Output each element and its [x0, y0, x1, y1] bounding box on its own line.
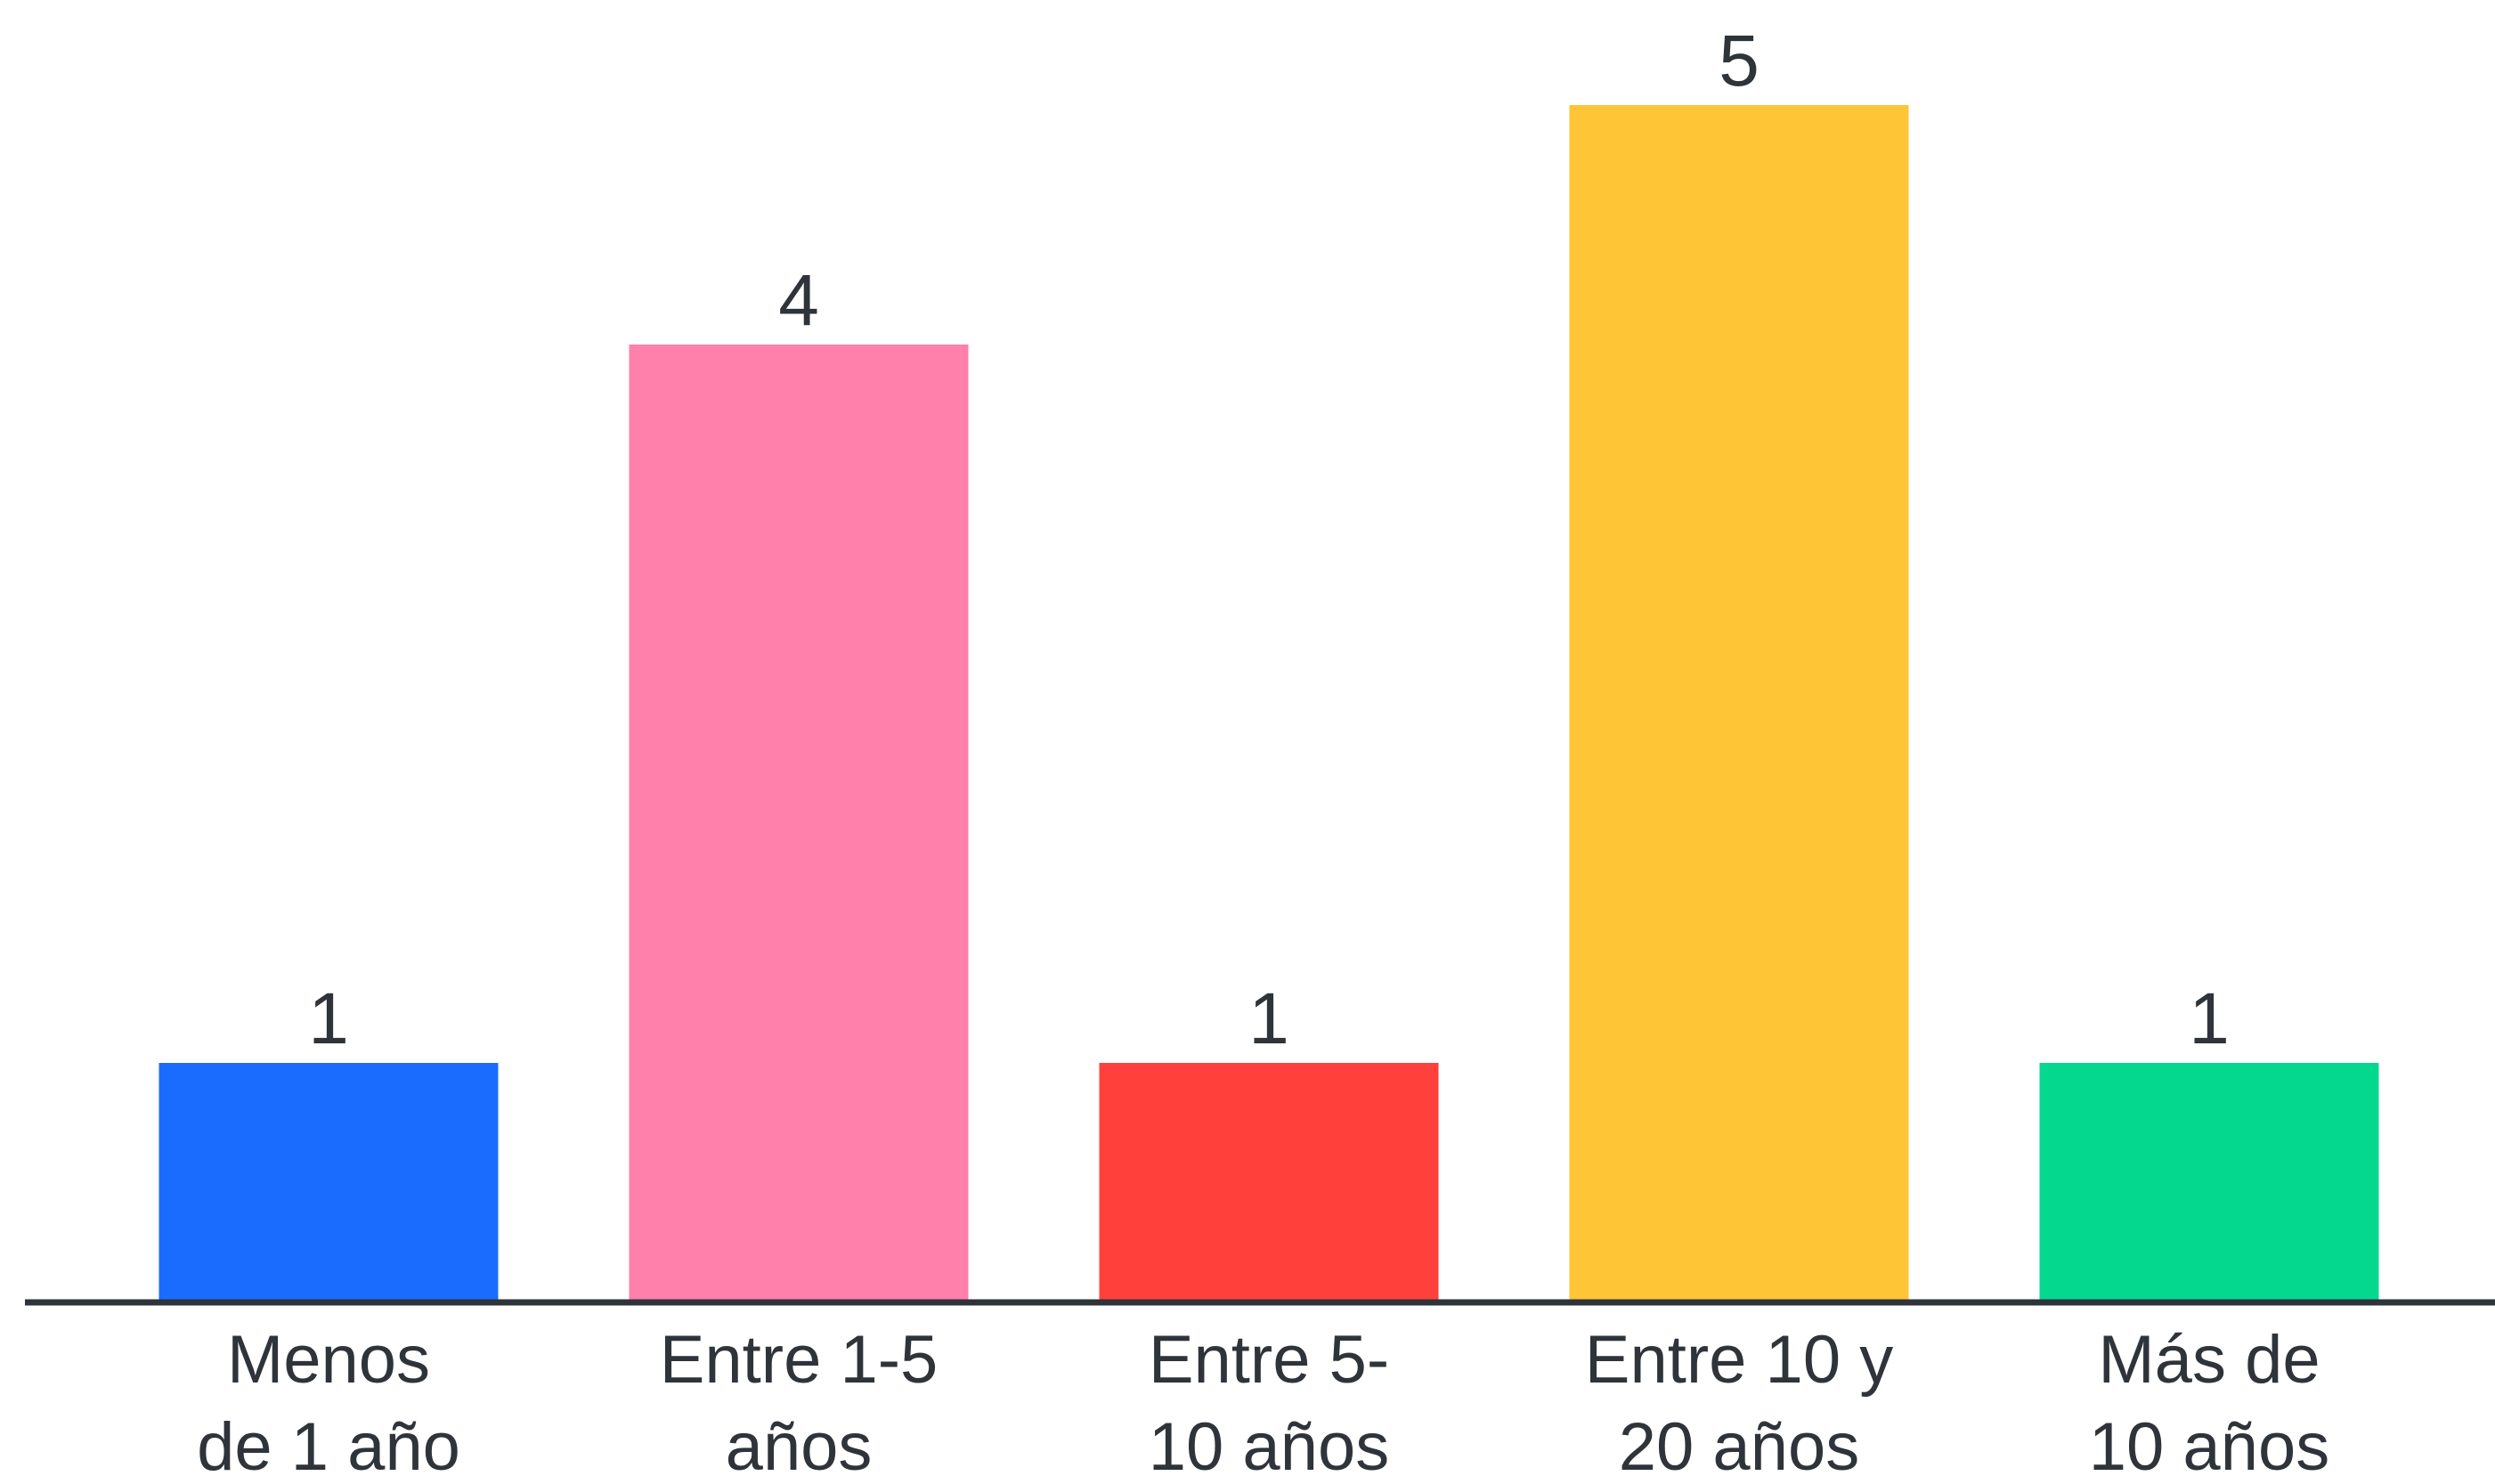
- category-labels-layer: Menos de 1 año Entre 1-5 años Entre 5- 10 año…: [197, 1322, 2329, 1484]
- category-label-line: 20 años: [1619, 1409, 1859, 1484]
- bar-5: [2039, 1063, 2379, 1302]
- value-label-5: 1: [2189, 978, 2230, 1059]
- value-label-4: 5: [1719, 20, 1760, 101]
- category-label-line: Entre 10 y: [1585, 1322, 1893, 1398]
- category-label-line: 10 años: [2089, 1409, 2329, 1484]
- category-label-line: Entre 1-5: [660, 1322, 939, 1398]
- category-label-1: Menos de 1 año: [197, 1322, 460, 1484]
- bar-1: [158, 1063, 499, 1302]
- category-label-line: 10 años: [1149, 1409, 1389, 1484]
- category-label-2: Entre 1-5 años: [660, 1322, 939, 1484]
- category-label-line: años: [726, 1409, 873, 1484]
- bars-layer: [158, 105, 2379, 1302]
- category-label-5: Más de 10 años: [2089, 1322, 2329, 1484]
- value-label-2: 4: [778, 260, 819, 341]
- category-label-4: Entre 10 y 20 años: [1585, 1322, 1893, 1484]
- category-label-3: Entre 5- 10 años: [1149, 1322, 1389, 1484]
- bar-2: [629, 345, 969, 1302]
- value-label-3: 1: [1248, 978, 1289, 1059]
- category-label-line: Menos: [227, 1322, 430, 1398]
- bar-4: [1569, 105, 1909, 1302]
- category-label-line: de 1 año: [197, 1409, 460, 1484]
- value-label-1: 1: [308, 978, 349, 1059]
- category-label-line: Más de: [2098, 1322, 2320, 1398]
- value-labels-layer: 1 4 1 5 1: [308, 20, 2230, 1059]
- bar-3: [1099, 1063, 1439, 1302]
- category-label-line: Entre 5-: [1149, 1322, 1389, 1398]
